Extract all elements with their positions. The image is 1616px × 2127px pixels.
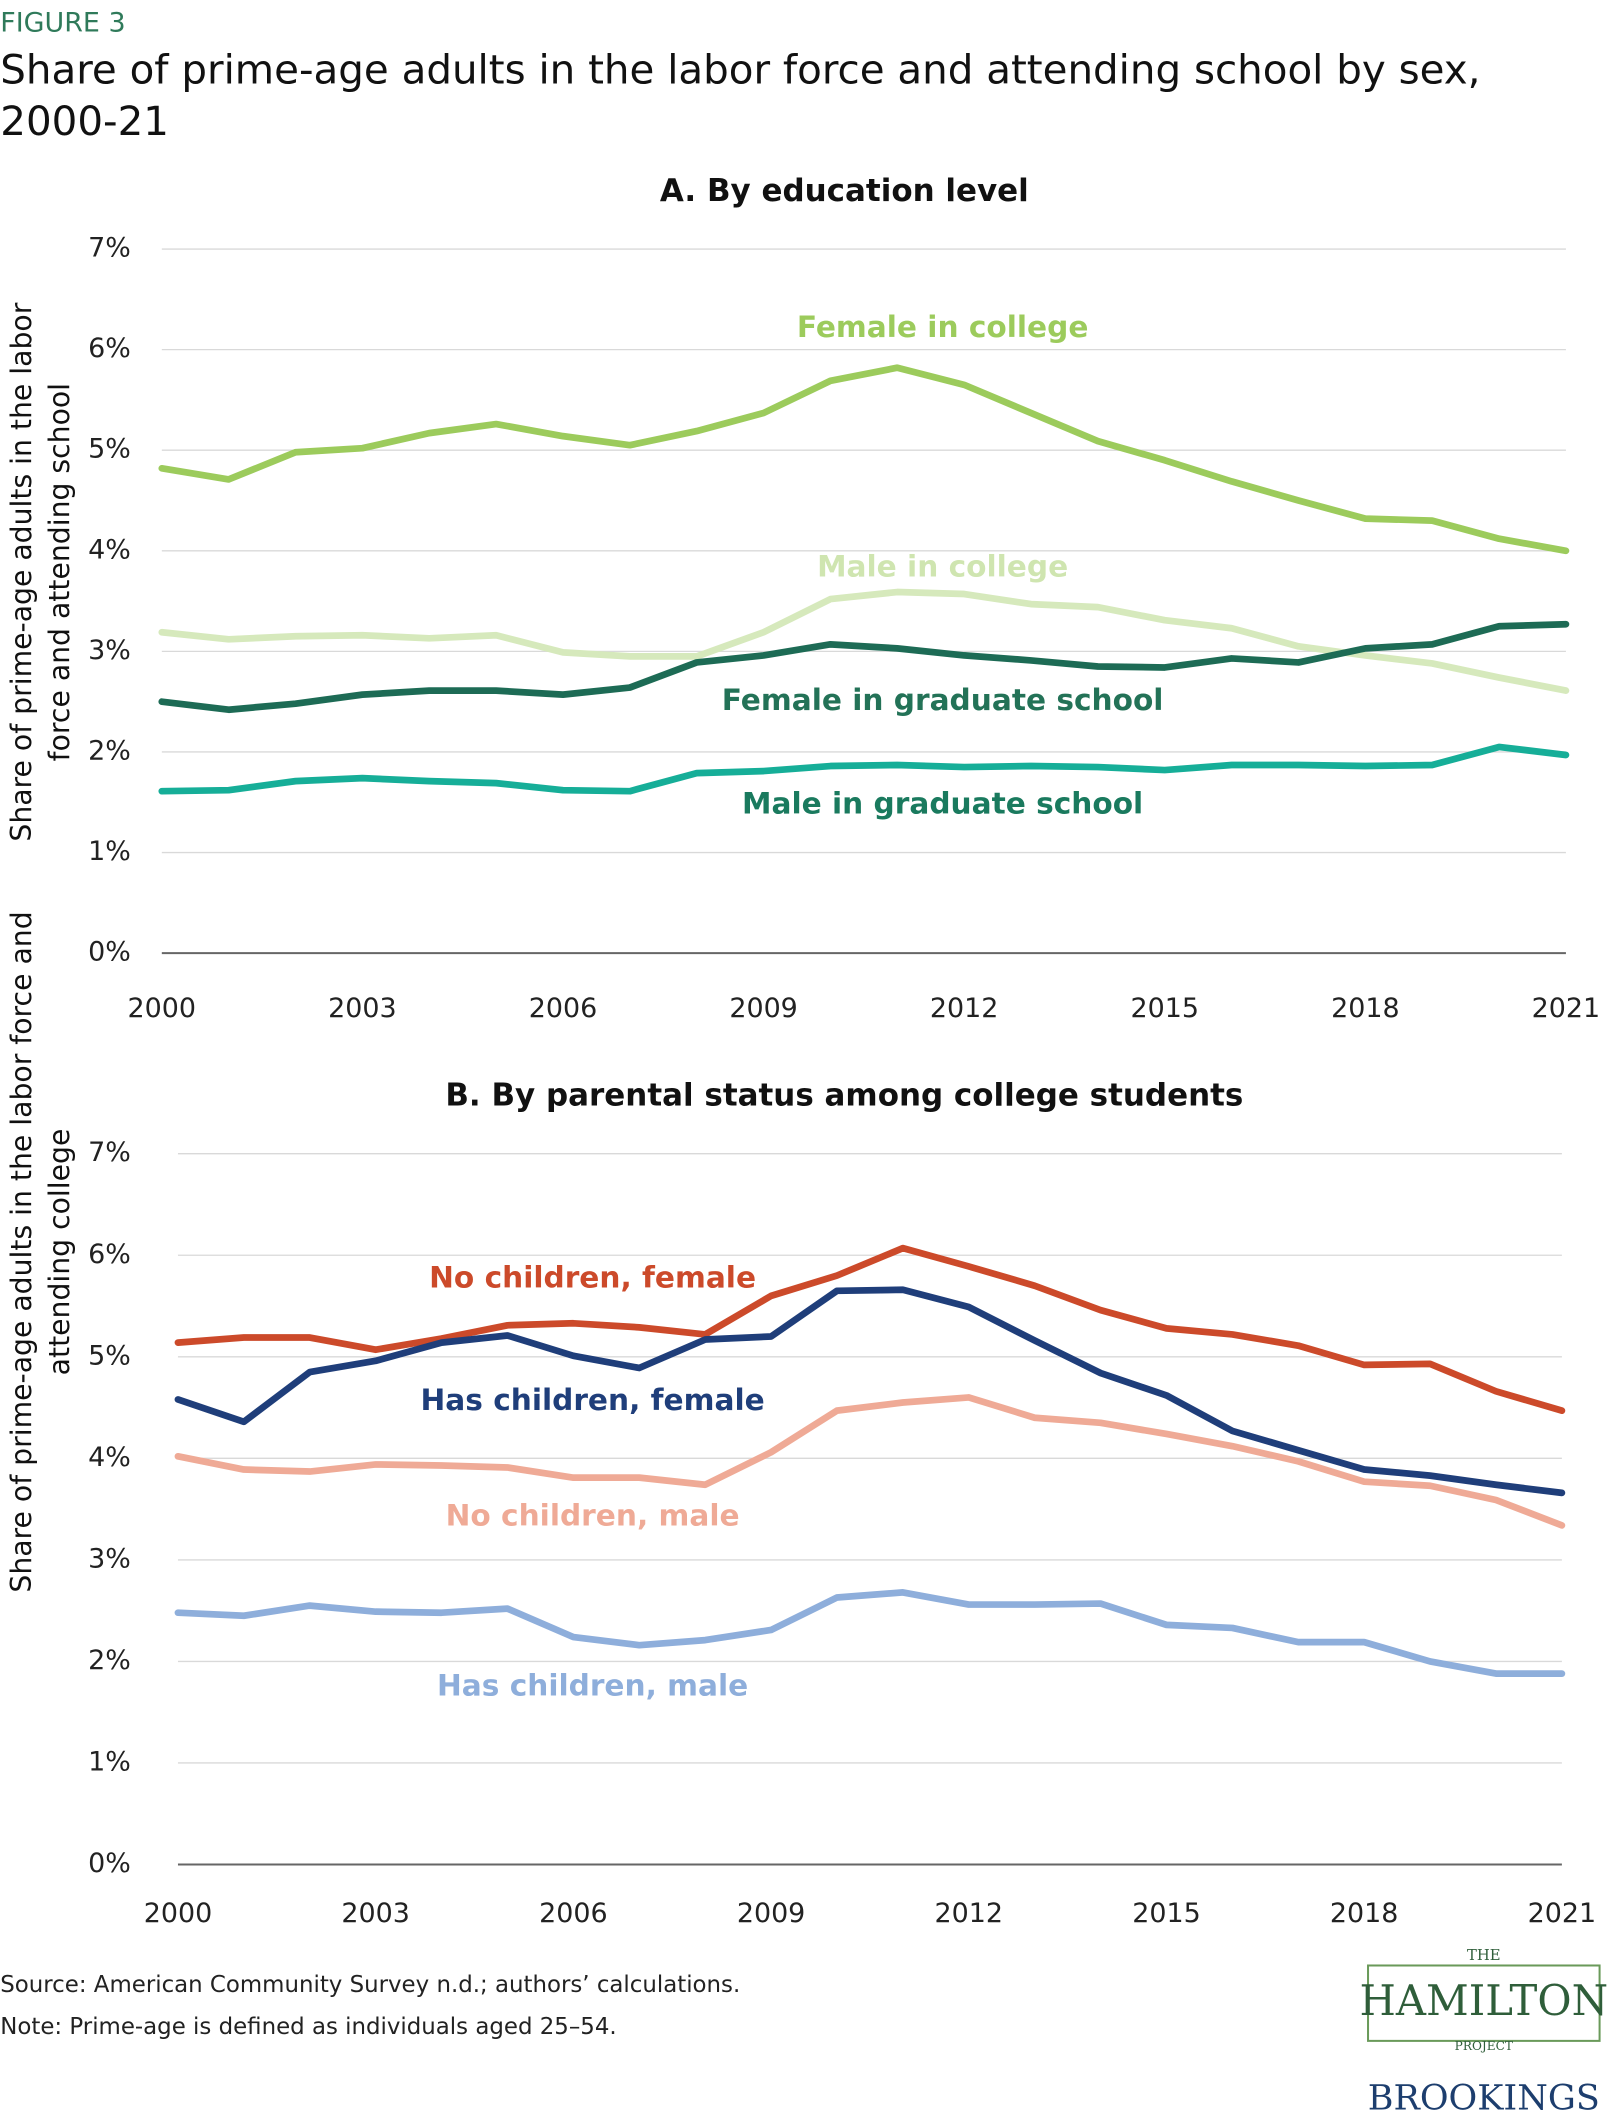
x-tick-label: 2015 bbox=[1132, 1898, 1200, 1929]
y-axis-title: Share of prime-age adults in the labor bbox=[5, 302, 38, 841]
y-axis-title: Share of prime-age adults in the labor f… bbox=[5, 911, 38, 1592]
series-line bbox=[174, 1244, 1566, 1414]
y-tick-label: 6% bbox=[88, 1239, 131, 1270]
series-label: Has children, male bbox=[437, 1668, 748, 1702]
y-tick-label: 2% bbox=[88, 735, 131, 766]
source: Source: American Community Survey n.d.; … bbox=[0, 1972, 740, 1998]
series-label: Has children, female bbox=[421, 1383, 765, 1417]
series-line bbox=[158, 743, 1570, 795]
y-tick-label: 6% bbox=[88, 333, 131, 364]
figure-label: FIGURE 3 bbox=[0, 8, 125, 39]
logo-frame bbox=[1367, 1964, 1601, 2042]
series-line bbox=[174, 1394, 1566, 1529]
x-tick-label: 2021 bbox=[1532, 993, 1600, 1024]
y-tick-label: 0% bbox=[88, 937, 131, 968]
series-line bbox=[158, 620, 1570, 714]
x-tick-label: 2018 bbox=[1330, 1898, 1398, 1929]
title-line: Share of prime-age adults in the labor f… bbox=[0, 47, 1480, 94]
x-tick-label: 2012 bbox=[935, 1898, 1003, 1929]
y-tick-label: 3% bbox=[88, 1543, 131, 1574]
series-line bbox=[174, 1589, 1566, 1677]
series-line bbox=[174, 1286, 1566, 1497]
note: Note: Prime-age is defined as individual… bbox=[0, 2014, 616, 2040]
y-tick-label: 1% bbox=[88, 836, 131, 867]
series-label: No children, female bbox=[429, 1260, 756, 1294]
x-tick-label: 2006 bbox=[539, 1898, 607, 1929]
y-tick-label: 7% bbox=[88, 1137, 131, 1168]
x-tick-label: 2012 bbox=[930, 993, 998, 1024]
y-tick-label: 4% bbox=[88, 534, 131, 565]
series-line bbox=[158, 588, 1570, 694]
logo-text: BROOKINGS bbox=[1368, 2079, 1600, 2119]
title-line: 2000-21 bbox=[0, 98, 169, 145]
y-tick-label: 3% bbox=[88, 635, 131, 666]
chart: B. By parental status among college stud… bbox=[5, 911, 1596, 1928]
hamilton-logo: THE HAMILTON PROJECT BROOKINGS bbox=[1360, 1947, 1609, 2119]
y-axis-title: force and attending school bbox=[43, 383, 76, 761]
x-tick-label: 2003 bbox=[341, 1898, 409, 1929]
x-tick-label: 2000 bbox=[144, 1898, 212, 1929]
y-tick-label: 4% bbox=[88, 1442, 131, 1473]
series-label: Male in college bbox=[817, 550, 1068, 584]
x-tick-label: 2003 bbox=[328, 993, 396, 1024]
logo-text: HAMILTON bbox=[1360, 1976, 1609, 2025]
y-tick-label: 7% bbox=[88, 233, 131, 264]
x-tick-label: 2006 bbox=[529, 993, 597, 1024]
y-tick-label: 2% bbox=[88, 1645, 131, 1676]
logo-text: THE bbox=[1467, 1947, 1501, 1964]
series-label: Female in college bbox=[797, 310, 1089, 344]
chart: A. By education level Share of prime-age … bbox=[5, 173, 1600, 1024]
series-label: Male in graduate school bbox=[742, 787, 1143, 821]
chart-title: B. By parental status among college stud… bbox=[445, 1078, 1243, 1114]
x-tick-label: 2000 bbox=[128, 993, 196, 1024]
y-tick-label: 0% bbox=[88, 1848, 131, 1879]
x-tick-label: 2015 bbox=[1131, 993, 1199, 1024]
x-tick-label: 2009 bbox=[729, 993, 797, 1024]
x-tick-label: 2009 bbox=[737, 1898, 805, 1929]
y-tick-label: 5% bbox=[88, 434, 131, 465]
x-tick-label: 2021 bbox=[1528, 1898, 1596, 1929]
y-axis-title: attending college bbox=[43, 1129, 76, 1376]
logo-text: PROJECT bbox=[1455, 2039, 1513, 2053]
y-tick-label: 1% bbox=[88, 1746, 131, 1777]
chart-title: A. By education level bbox=[660, 173, 1029, 209]
x-tick-label: 2018 bbox=[1331, 993, 1399, 1024]
series-label: No children, male bbox=[446, 1499, 740, 1533]
series-line bbox=[158, 364, 1570, 555]
series-label: Female in graduate school bbox=[722, 683, 1164, 717]
y-tick-label: 5% bbox=[88, 1340, 131, 1371]
